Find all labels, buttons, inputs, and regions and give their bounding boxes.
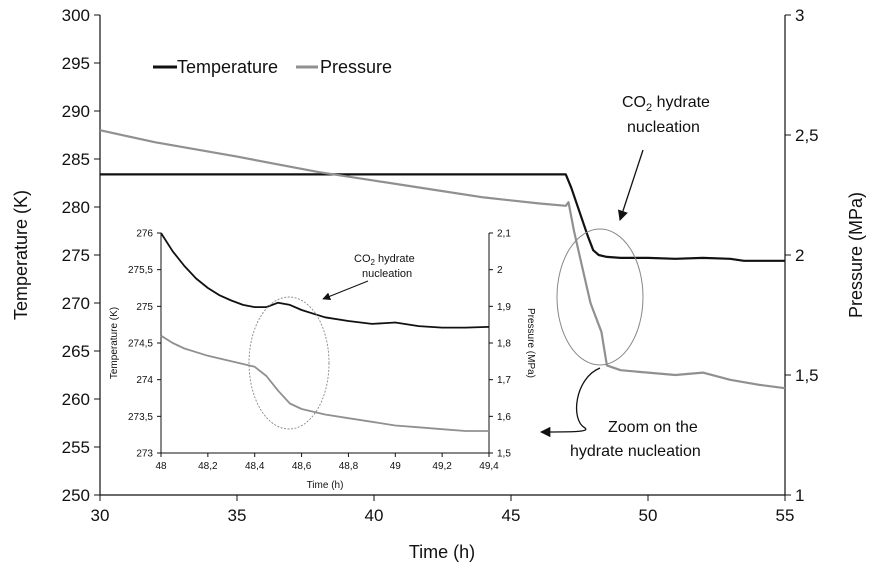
main-x-axis-title: Time (h) <box>409 542 475 562</box>
main-x-tick-label: 50 <box>639 506 658 525</box>
inset-y2-tick-label: 1,7 <box>497 375 511 386</box>
inset-y2-tick-label: 1,8 <box>497 339 511 350</box>
main-y-tick-label: 300 <box>62 6 90 25</box>
inset-y2-tick-label: 1,6 <box>497 412 511 423</box>
inset-y2-tick-label: 2,1 <box>497 229 511 240</box>
inset-ticks: 48 48,2 48,4 48,6 48,8 49 49,2 49,4 273 273,5 274 2… <box>128 229 511 473</box>
main-highlight-ellipse <box>556 228 644 366</box>
main-y-tick-label: 250 <box>62 486 90 505</box>
inset-y-tick-label: 273,5 <box>128 412 153 423</box>
inset-series-lines <box>160 232 490 432</box>
inset-x-tick-label: 48,2 <box>198 461 218 472</box>
main-y2-tick-label: 1,5 <box>795 366 819 385</box>
inset-annot-after-text: hydrate <box>375 253 415 265</box>
inset-y2-tick-label: 2 <box>497 265 503 276</box>
inset-annotation-arrow <box>322 280 369 301</box>
zoom-annotation: Zoom on the hydrate nucleation <box>539 367 701 460</box>
inset-annot-sub-text: 2 <box>371 258 376 267</box>
main-y-tick-label: 295 <box>62 54 90 73</box>
inset-background <box>160 232 490 454</box>
main-x-tick-label: 35 <box>228 506 247 525</box>
zoom-annot-line2: hydrate nucleation <box>570 443 701 460</box>
main-x-tick-label: 55 <box>776 506 795 525</box>
main-y-tick-label: 265 <box>62 342 90 361</box>
svg-text:CO2 hydrate: CO2 hydrate <box>354 253 415 267</box>
main-x-tick-label: 40 <box>365 506 384 525</box>
main-ticks: 30 35 40 45 50 55 250 255 260 265 270 275 280 285 290 2… <box>62 6 819 525</box>
inset-x-tick-label: 49 <box>390 461 402 472</box>
main-y2-axis-title: Pressure (MPa) <box>846 192 866 318</box>
svg-text:CO2 hydrate: CO2 hydrate <box>622 94 710 114</box>
inset-x-tick-label: 48 <box>155 461 167 472</box>
inset-y-tick-label: 275,5 <box>128 265 153 276</box>
main-y2-tick-label: 2 <box>795 246 804 265</box>
main-series-pressure <box>99 129 786 390</box>
inset-highlight-ellipse <box>248 296 330 430</box>
annot-sub-text: 2 <box>646 102 652 114</box>
annot-line2-text: nucleation <box>627 119 700 136</box>
inset-annot-co-text: CO <box>354 253 371 265</box>
inset-x-tick-label: 48,8 <box>339 461 359 472</box>
main-y-tick-label: 285 <box>62 150 90 169</box>
inset-x-tick-label: 49,2 <box>432 461 452 472</box>
main-y-axis-title: Temperature (K) <box>11 190 31 320</box>
legend-label-temperature: Temperature <box>177 57 278 77</box>
main-plot: 30 35 40 45 50 55 250 255 260 265 270 275 280 285 290 2… <box>11 6 866 562</box>
main-y-tick-label: 290 <box>62 102 90 121</box>
main-annotation-arrow <box>617 149 644 221</box>
zoom-annot-line1: Zoom on the <box>608 419 698 436</box>
inset-y-tick-label: 273 <box>136 449 153 460</box>
main-series-lines <box>99 129 786 390</box>
inset-y-tick-label: 276 <box>136 229 153 240</box>
inset-x-tick-label: 48,4 <box>245 461 265 472</box>
main-y-tick-label: 275 <box>62 246 90 265</box>
inset-annotation-nucleation: CO2 hydrate nucleation <box>322 253 415 301</box>
main-series-temperature <box>100 173 785 262</box>
main-y-tick-label: 255 <box>62 438 90 457</box>
inset-series-temperature <box>160 232 490 329</box>
legend-label-pressure: Pressure <box>320 57 392 77</box>
inset-y-tick-label: 275 <box>136 302 153 313</box>
inset-y-axis-title: Temperature (K) <box>109 307 120 379</box>
inset-y-tick-label: 274 <box>136 375 153 386</box>
inset-plot: 48 48,2 48,4 48,6 48,8 49 49,2 49,4 273 273,5 274 2… <box>109 229 536 492</box>
inset-x-axis-title: Time (h) <box>307 480 344 491</box>
annot-co-text: CO <box>622 94 646 111</box>
main-annotation-nucleation: CO2 hydrate nucleation <box>617 94 710 221</box>
main-y-tick-label: 280 <box>62 198 90 217</box>
inset-x-tick-label: 49,4 <box>479 461 499 472</box>
inset-y2-tick-label: 1,5 <box>497 449 511 460</box>
legend: Temperature Pressure <box>153 57 392 77</box>
inset-series-pressure <box>160 334 489 432</box>
inset-y-tick-label: 274,5 <box>128 339 153 350</box>
main-y2-tick-label: 2,5 <box>795 126 819 145</box>
inset-y2-axis-title: Pressure (MPa) <box>525 308 536 378</box>
annot-after-text: hydrate <box>652 94 710 111</box>
main-y2-tick-label: 1 <box>795 486 804 505</box>
main-y2-tick-label: 3 <box>795 6 804 25</box>
main-y-tick-label: 270 <box>62 294 90 313</box>
inset-x-tick-label: 48,6 <box>292 461 312 472</box>
inset-annot-line2-text: nucleation <box>362 268 412 280</box>
main-x-tick-label: 30 <box>91 506 110 525</box>
main-y-tick-label: 260 <box>62 390 90 409</box>
inset-y2-tick-label: 1,9 <box>497 302 511 313</box>
zoom-annotation-arrow <box>539 367 601 438</box>
main-x-tick-label: 45 <box>502 506 521 525</box>
